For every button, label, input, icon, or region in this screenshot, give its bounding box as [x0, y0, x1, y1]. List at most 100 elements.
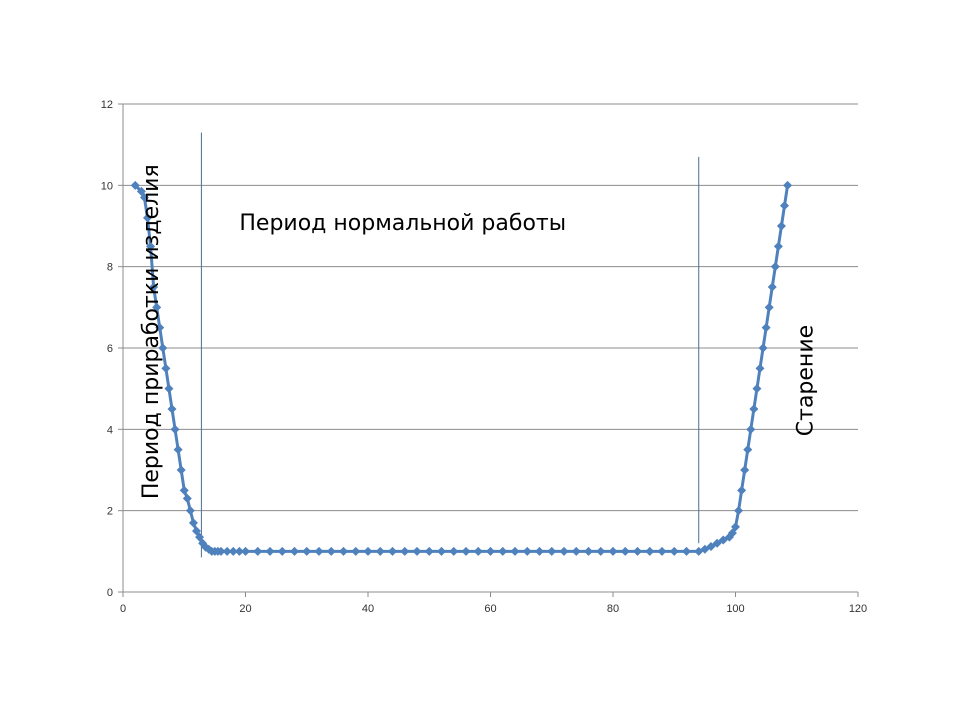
- data-point: [522, 546, 532, 556]
- x-tick-label: 20: [239, 603, 251, 615]
- data-point: [461, 546, 471, 556]
- data-point: [326, 546, 336, 556]
- data-point: [146, 241, 156, 251]
- data-point: [277, 546, 287, 556]
- x-tick-label: 60: [484, 603, 496, 615]
- x-tick-label: 120: [849, 603, 867, 615]
- data-point: [173, 445, 183, 455]
- data-point: [375, 546, 385, 556]
- annotation-label: Период приработки изделия: [139, 164, 164, 499]
- data-point: [773, 241, 783, 251]
- data-point: [764, 302, 774, 312]
- data-point: [155, 323, 165, 333]
- annotation-label: Период нормальной работы: [239, 211, 566, 236]
- data-point: [253, 546, 263, 556]
- data-point: [152, 302, 162, 312]
- data-point: [241, 546, 250, 556]
- data-point: [734, 506, 744, 516]
- data-point: [216, 546, 226, 556]
- data-point: [164, 384, 174, 394]
- annotation-label: Старение: [794, 325, 819, 436]
- x-tick-label: 40: [362, 603, 374, 615]
- data-point: [620, 546, 630, 556]
- data-point: [176, 465, 186, 475]
- data-point: [228, 546, 238, 556]
- data-point: [182, 493, 192, 503]
- data-point: [143, 213, 152, 223]
- data-point: [412, 546, 422, 556]
- data-point: [706, 541, 716, 551]
- data-point: [682, 546, 691, 556]
- y-tick-label: 6: [107, 343, 113, 355]
- y-tick-label: 0: [107, 587, 113, 599]
- data-point: [755, 363, 765, 373]
- data-point: [339, 546, 348, 556]
- data-point: [185, 506, 195, 516]
- data-point: [167, 404, 177, 414]
- data-point: [758, 343, 768, 353]
- data-point: [363, 546, 373, 556]
- data-point: [727, 528, 737, 538]
- data-point: [139, 193, 149, 203]
- data-point: [314, 546, 324, 556]
- data-point: [130, 180, 140, 190]
- y-tick-label: 12: [101, 99, 113, 111]
- data-point: [770, 262, 780, 272]
- data-point: [743, 445, 753, 455]
- data-point: [424, 546, 434, 556]
- y-tick-label: 10: [101, 180, 113, 192]
- data-point: [657, 546, 667, 556]
- data-point: [712, 538, 722, 548]
- data-point: [290, 546, 299, 556]
- data-point: [776, 221, 786, 231]
- data-point: [388, 546, 397, 556]
- data-point: [449, 546, 459, 556]
- y-tick-label: 2: [107, 506, 113, 518]
- data-point: [761, 323, 771, 333]
- data-point: [170, 424, 180, 434]
- data-point: [158, 343, 168, 353]
- data-point: [547, 546, 557, 556]
- data-point: [400, 546, 410, 556]
- data-point: [596, 546, 606, 556]
- data-point: [265, 546, 275, 556]
- data-point: [437, 546, 446, 556]
- data-point: [746, 424, 756, 434]
- axes: [118, 103, 859, 597]
- data-point: [351, 546, 361, 556]
- data-point: [188, 518, 198, 528]
- data-point: [752, 384, 762, 394]
- data-point: [669, 546, 679, 556]
- data-point: [608, 546, 618, 556]
- data-point: [136, 186, 146, 196]
- x-tick-label: 100: [726, 603, 744, 615]
- data-point: [740, 465, 750, 475]
- x-tick-label: 0: [120, 603, 126, 615]
- data-point: [222, 546, 232, 556]
- y-tick-label: 4: [107, 424, 113, 436]
- phase-boundary-lines: [200, 132, 700, 558]
- series-line: [134, 184, 790, 553]
- data-point: [179, 485, 189, 495]
- data-point: [559, 546, 569, 556]
- data-point: [571, 546, 581, 556]
- data-point: [195, 532, 205, 542]
- data-point: [783, 180, 793, 190]
- data-point: [486, 546, 495, 556]
- data-point: [767, 282, 777, 292]
- data-point: [737, 485, 747, 495]
- data-point: [731, 522, 740, 532]
- data-point: [498, 546, 508, 556]
- y-tick-label: 8: [107, 262, 113, 274]
- data-point: [645, 546, 655, 556]
- data-point: [633, 546, 642, 556]
- data-point: [584, 546, 593, 556]
- data-point: [473, 546, 483, 556]
- data-point: [234, 546, 244, 556]
- data-point: [780, 201, 789, 211]
- data-point: [161, 363, 171, 373]
- x-tick-label: 80: [607, 603, 619, 615]
- data-point: [302, 546, 312, 556]
- annotations: Период нормальной работы Период приработк…: [139, 164, 819, 499]
